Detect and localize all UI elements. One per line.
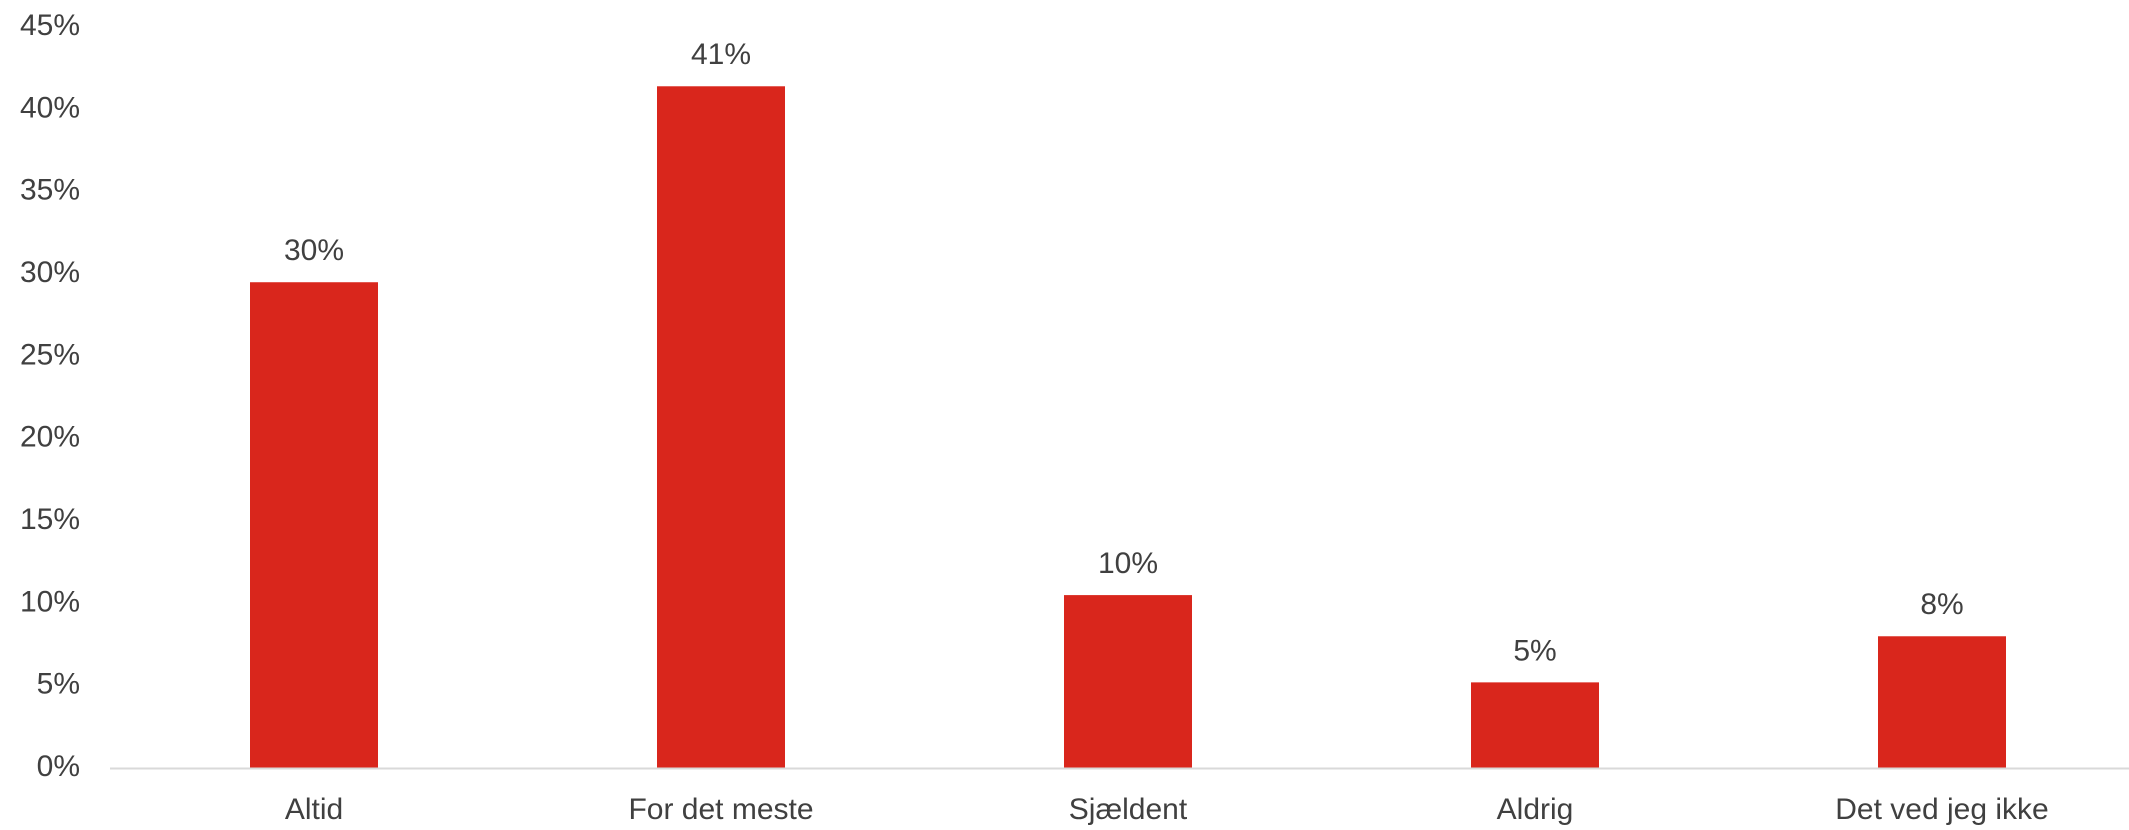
y-tick-label: 40% xyxy=(20,91,80,124)
bar xyxy=(1064,595,1192,768)
data-labels: 30% 41% 10% 5% 8% xyxy=(284,38,1964,667)
y-tick-label: 45% xyxy=(20,9,80,42)
y-tick-label: 10% xyxy=(20,585,80,618)
bar xyxy=(1471,682,1599,768)
x-category-label: Det ved jeg ikke xyxy=(1835,793,2048,826)
data-label: 5% xyxy=(1513,634,1556,667)
y-tick-label: 25% xyxy=(20,338,80,371)
y-tick-label: 35% xyxy=(20,174,80,207)
bar-series xyxy=(250,86,2006,768)
x-category-label: For det meste xyxy=(628,793,813,826)
x-category-label: Aldrig xyxy=(1497,793,1574,826)
bar xyxy=(1878,636,2006,768)
data-label: 41% xyxy=(691,38,751,71)
data-label: 30% xyxy=(284,234,344,267)
x-category-label: Sjældent xyxy=(1069,793,1188,826)
bar xyxy=(657,86,785,768)
y-tick-label: 0% xyxy=(37,750,80,783)
data-label: 8% xyxy=(1920,588,1963,621)
y-tick-label: 30% xyxy=(20,256,80,289)
bar xyxy=(250,282,378,768)
x-category-label: Altid xyxy=(285,793,343,826)
y-tick-label: 15% xyxy=(20,503,80,536)
y-axis-tick-labels: 0% 5% 10% 15% 20% 25% 30% 35% 40% 45% xyxy=(20,9,80,783)
y-tick-label: 5% xyxy=(37,668,80,701)
x-axis-category-labels: Altid For det meste Sjældent Aldrig Det ved … xyxy=(285,793,2049,826)
data-label: 10% xyxy=(1098,547,1158,580)
y-tick-label: 20% xyxy=(20,421,80,454)
